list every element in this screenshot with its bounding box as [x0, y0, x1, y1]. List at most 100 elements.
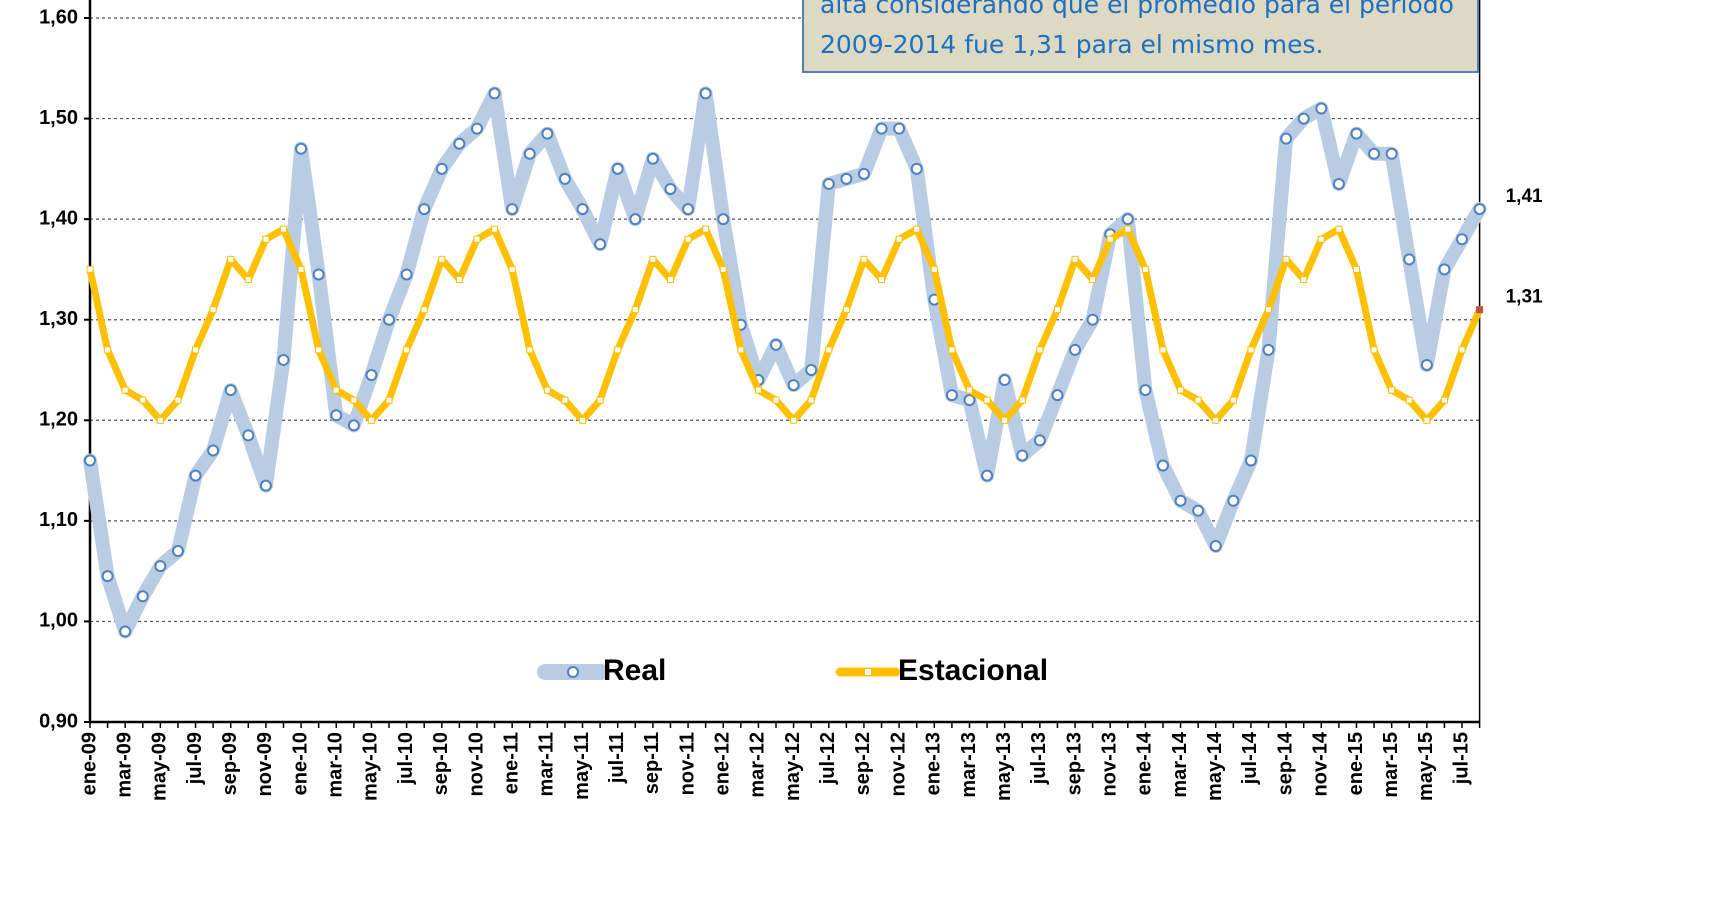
point — [1440, 396, 1448, 404]
point — [136, 590, 149, 603]
point — [1121, 213, 1134, 226]
point — [207, 444, 220, 457]
x-tick-label: sep-10 — [430, 732, 452, 795]
point — [1456, 233, 1469, 246]
point — [84, 454, 96, 467]
x-tick-label: jul-15 — [1450, 732, 1472, 785]
point — [930, 265, 938, 273]
point — [981, 469, 994, 482]
y-tick-label: 0,90 — [39, 710, 78, 732]
point — [154, 560, 167, 573]
point — [1159, 346, 1167, 354]
point — [807, 396, 815, 404]
point — [350, 396, 358, 404]
point — [717, 213, 730, 226]
point — [1156, 459, 1169, 472]
point — [543, 386, 551, 394]
point — [682, 203, 695, 216]
point — [491, 225, 499, 233]
x-tick-label: ene-12 — [712, 732, 734, 795]
point — [1476, 306, 1484, 314]
point — [772, 396, 780, 404]
annotation-box — [802, 0, 1479, 73]
point — [1033, 434, 1046, 447]
point — [139, 396, 147, 404]
point — [541, 127, 554, 140]
point — [104, 346, 112, 354]
y-tick-label: 1,10 — [39, 509, 78, 531]
x-tick-label: ene-15 — [1345, 732, 1367, 795]
point — [224, 384, 237, 397]
point — [1297, 112, 1310, 125]
x-tick-label: jul-14 — [1239, 731, 1261, 785]
x-tick-label: ene-09 — [78, 732, 100, 795]
point — [895, 235, 903, 243]
point — [1192, 504, 1205, 517]
point — [857, 167, 870, 180]
point — [1177, 386, 1185, 394]
point — [913, 225, 921, 233]
x-tick-label: nov-09 — [254, 732, 276, 796]
point — [875, 122, 888, 135]
point — [945, 389, 958, 402]
x-tick-label: may-09 — [149, 732, 171, 801]
point — [330, 409, 343, 422]
point — [1420, 358, 1433, 371]
point — [561, 396, 569, 404]
point — [400, 268, 413, 281]
point — [1265, 306, 1273, 314]
point — [965, 386, 973, 394]
x-tick-label: nov-13 — [1098, 732, 1120, 796]
point — [629, 213, 642, 226]
point — [822, 177, 835, 190]
point — [594, 238, 607, 251]
x-tick-label: may-13 — [993, 732, 1015, 801]
x-tick-label: jul-10 — [395, 732, 417, 785]
point — [420, 306, 428, 314]
point — [470, 122, 483, 135]
point — [1388, 386, 1396, 394]
point — [1174, 494, 1187, 507]
point — [259, 479, 272, 492]
point — [719, 265, 727, 273]
point — [754, 386, 762, 394]
point — [1473, 203, 1486, 216]
point — [702, 225, 710, 233]
x-tick-label: may-14 — [1204, 731, 1226, 801]
point — [403, 346, 411, 354]
point — [1262, 343, 1275, 356]
legend-marker — [865, 669, 871, 675]
y-tick-label: 1,20 — [39, 409, 78, 431]
x-tick-label: sep-12 — [852, 732, 874, 795]
point — [1212, 416, 1220, 424]
point — [614, 346, 622, 354]
point — [1352, 265, 1360, 273]
point — [1247, 346, 1255, 354]
point — [189, 469, 202, 482]
point — [121, 386, 129, 394]
annotation-text: alta considerando que el promedio para e… — [820, 0, 1454, 19]
x-tick-label: mar-11 — [536, 732, 558, 797]
point — [242, 429, 255, 442]
point — [699, 87, 712, 100]
point — [787, 379, 800, 392]
point — [1001, 416, 1009, 424]
point — [315, 346, 323, 354]
point — [367, 416, 375, 424]
point — [1300, 275, 1308, 283]
point — [1227, 494, 1240, 507]
x-tick-label: mar-13 — [958, 732, 980, 798]
series-line — [83, 86, 1487, 639]
x-tick-label: nov-14 — [1310, 731, 1332, 796]
series-line — [86, 225, 1484, 424]
point — [611, 162, 624, 175]
legend-label: Estacional — [898, 654, 1048, 687]
point — [558, 172, 571, 185]
x-tick-label: nov-11 — [676, 732, 698, 795]
point — [209, 306, 217, 314]
point — [1086, 313, 1099, 326]
point — [1350, 127, 1363, 140]
point — [1403, 253, 1416, 266]
point — [262, 235, 270, 243]
point — [119, 625, 132, 638]
